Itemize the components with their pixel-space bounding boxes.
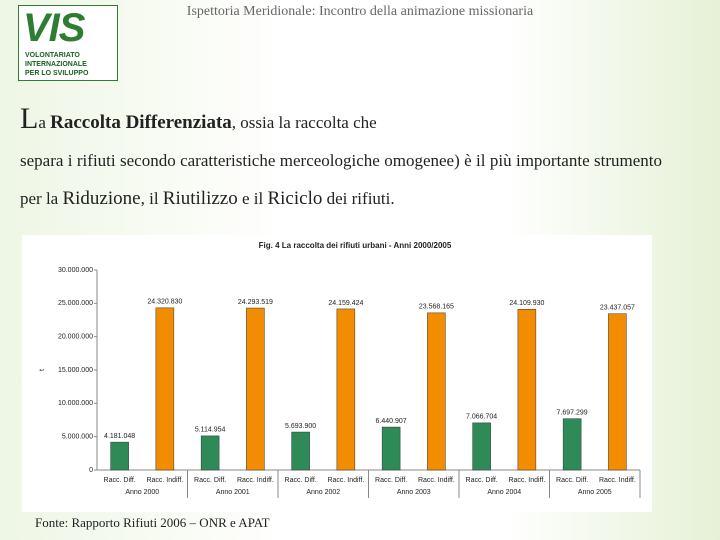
header-title: Ispettoria Meridionale: Incontro della a… <box>186 4 534 19</box>
y-tick-label: 15.000.000 <box>58 367 93 374</box>
text: dei rifiuti. <box>322 189 395 208</box>
logo-line: INTERNAZIONALE <box>25 61 87 68</box>
bar <box>472 422 491 471</box>
y-tick-label: 10.000.000 <box>58 400 93 407</box>
y-tick-label: 30.000.000 <box>58 267 93 274</box>
data-label: 4.181.048 <box>104 433 135 440</box>
text: Riutilizzo <box>162 188 238 209</box>
text: separa i rifiuti secondo caratteristiche… <box>20 151 662 208</box>
data-label: 24.159.424 <box>328 300 363 307</box>
data-label: 23.568.165 <box>419 304 454 311</box>
x-tick-label: Racc. Indiff. <box>418 477 455 484</box>
bar <box>562 418 582 471</box>
x-tick-label: Racc. Diff. <box>375 477 407 484</box>
logo: VIS VOLONTARIATO INTERNAZIONALE PER LO S… <box>18 5 118 81</box>
text: L <box>20 102 39 135</box>
body-text: La Raccolta Differenziata, ossia la racc… <box>20 100 662 218</box>
x-group-label: Anno 2005 <box>578 489 612 496</box>
text: Raccolta Differenziata <box>50 112 232 133</box>
text: a <box>38 113 51 132</box>
y-tick-label: 5.000.000 <box>62 434 93 441</box>
y-axis-label: t <box>39 369 46 371</box>
x-tick-label: Racc. Diff. <box>104 477 136 484</box>
data-label: 24.293.519 <box>238 299 273 306</box>
bar <box>517 309 537 471</box>
logo-line: PER LO SVILUPPO <box>25 70 89 77</box>
bar <box>155 307 175 471</box>
text: Riciclo <box>267 188 323 209</box>
footer: Fonte: Rapporto Rifiuti 2006 – ONR e APA… <box>35 515 270 530</box>
logo-line: VOLONTARIATO <box>25 52 80 59</box>
x-tick-label: Racc. Diff. <box>194 477 226 484</box>
x-tick-label: Racc. Indiff. <box>146 477 183 484</box>
x-tick-label: Racc. Indiff. <box>327 477 364 484</box>
text: , ossia la raccolta che <box>231 113 377 132</box>
x-tick-label: Racc. Indiff. <box>508 477 545 484</box>
x-group-label: Anno 2002 <box>306 489 340 496</box>
data-label: 24.109.930 <box>509 300 544 307</box>
data-label: 24.320.830 <box>147 299 182 306</box>
bar <box>246 307 265 471</box>
bar <box>291 431 310 471</box>
bar <box>110 441 129 471</box>
bar <box>608 313 627 471</box>
x-group-label: Anno 2000 <box>125 489 159 496</box>
x-tick-label: Racc. Diff. <box>466 477 498 484</box>
x-tick-label: Racc. Diff. <box>556 477 588 484</box>
bar <box>200 435 220 471</box>
chart-title: Fig. 4 La raccolta dei rifiuti urbani - … <box>259 241 452 250</box>
x-tick-label: Racc. Indiff. <box>599 477 636 484</box>
x-group-label: Anno 2003 <box>397 489 431 496</box>
data-label: 7.697.299 <box>557 410 588 417</box>
data-label: 7.066.704 <box>466 414 497 421</box>
bar <box>427 312 446 471</box>
x-tick-label: Racc. Diff. <box>285 477 317 484</box>
data-label: 5.114.954 <box>195 427 226 434</box>
text: Riduzione <box>62 188 141 209</box>
data-label: 6.440.907 <box>376 418 407 425</box>
y-tick-label: 20.000.000 <box>58 334 93 341</box>
logo-mark: VIS <box>23 6 85 50</box>
x-group-label: Anno 2004 <box>487 489 521 496</box>
data-label: 5.693.900 <box>285 423 316 430</box>
text: e il <box>237 189 268 208</box>
y-tick-label: 25.000.000 <box>58 300 93 307</box>
bar <box>381 426 401 471</box>
data-label: 23.437.057 <box>600 305 635 312</box>
bar <box>336 308 356 471</box>
x-tick-label: Racc. Indiff. <box>237 477 274 484</box>
text: , il <box>140 189 163 208</box>
y-tick-label: 0 <box>89 467 93 474</box>
x-group-label: Anno 2001 <box>216 489 250 496</box>
